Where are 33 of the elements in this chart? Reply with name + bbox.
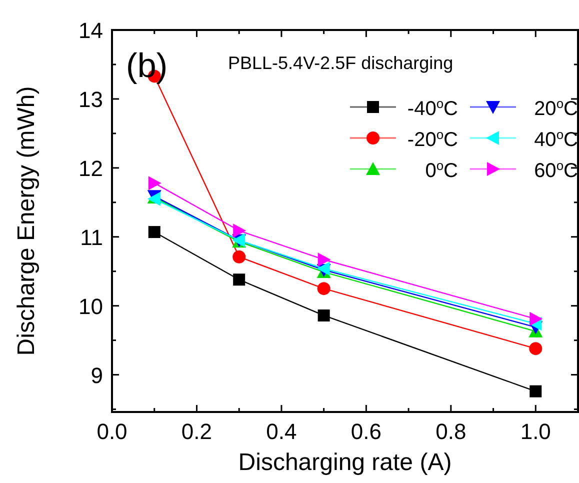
- y-tick-label: 10: [78, 294, 103, 319]
- legend-label: 20$^{o}$C: [534, 96, 578, 120]
- point: [530, 312, 543, 326]
- point: [317, 282, 330, 296]
- x-tick-label: 0.0: [96, 419, 128, 444]
- x-tick-label: 0.4: [266, 419, 297, 444]
- legend-label: 40$^{o}$C: [534, 126, 578, 151]
- legend-label: 60$^{o}$C: [534, 158, 578, 182]
- legend-label: -20$^{o}$C: [407, 126, 458, 151]
- annotation: (b): [126, 47, 168, 85]
- x-tick-label: 0.2: [181, 419, 212, 444]
- point: [318, 309, 330, 322]
- point: [233, 274, 246, 286]
- x-tick-label: 0.8: [436, 419, 466, 444]
- point: [148, 226, 160, 238]
- y-tick-label: 9: [90, 362, 103, 388]
- y-axis-title: Discharge Energy (mWh): [13, 86, 40, 356]
- point: [232, 250, 246, 264]
- y-tick-label: 14: [78, 18, 103, 43]
- point: [233, 224, 246, 238]
- x-tick-label: 0.6: [350, 419, 382, 444]
- legend-label: 0$^{o}$C: [425, 158, 458, 182]
- y-tick-label: 12: [78, 156, 103, 181]
- x-axis-title: Discharging rate (A): [238, 449, 452, 476]
- y-tick-label: 13: [78, 86, 103, 112]
- y-tick-label: 11: [80, 224, 103, 250]
- legend-label: -40$^{o}$C: [407, 96, 458, 120]
- point: [529, 342, 542, 356]
- point: [530, 385, 542, 398]
- point: [148, 176, 162, 190]
- x-tick-label: 1.0: [520, 419, 551, 444]
- point: [318, 252, 331, 267]
- annotation: PBLL-5.4V-2.5F discharging: [228, 53, 454, 73]
